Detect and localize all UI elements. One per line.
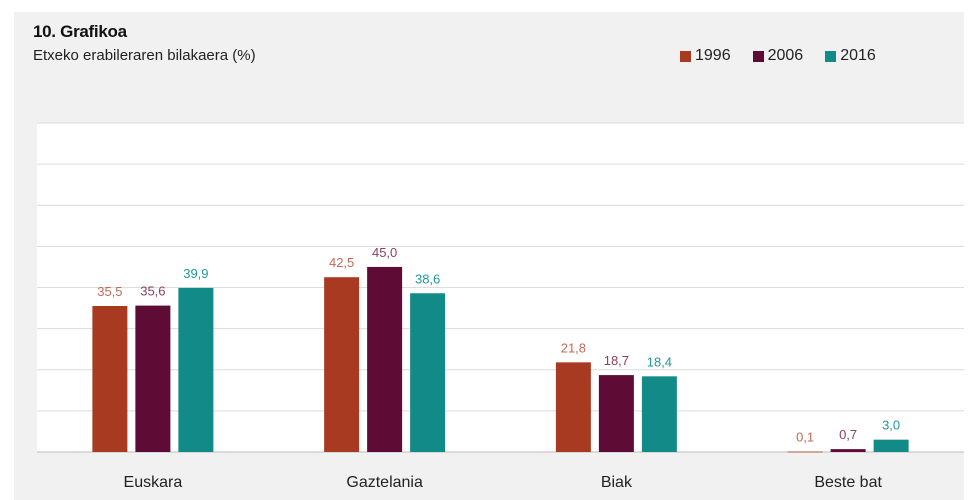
- data-label: 0,1: [796, 430, 814, 445]
- bar-2016-euskara: [178, 287, 214, 452]
- bar-1996-biak: [555, 362, 591, 452]
- legend-label-2006: 2006: [767, 47, 804, 64]
- legend-swatch-1996: [680, 50, 691, 62]
- bar-1996-gaztelania: [324, 277, 360, 452]
- data-label: 45,0: [372, 245, 397, 260]
- legend: 1996 2006 2016: [680, 46, 876, 66]
- data-label: 3,0: [882, 418, 900, 433]
- legend-item-2006: 2006: [752, 47, 804, 65]
- bar-2006-euskara: [135, 305, 171, 452]
- legend-swatch-2016: [825, 50, 837, 62]
- bar-1996-beste-bat: [787, 451, 823, 453]
- bar-2006-biak: [598, 375, 634, 452]
- chart-subtitle: Etxeko erabileraren bilakaera (%): [33, 47, 256, 64]
- data-label: 39,9: [183, 266, 208, 281]
- bar-2016-biak: [641, 376, 677, 452]
- data-label: 42,5: [329, 255, 354, 270]
- x-tick-label: Gaztelania: [346, 474, 423, 491]
- legend-item-2016: 2016: [825, 47, 876, 65]
- data-label: 38,6: [415, 271, 440, 286]
- bar-2006-gaztelania: [367, 266, 403, 452]
- chart-title: 10. Grafikoa: [33, 22, 127, 41]
- data-label: 35,5: [97, 284, 122, 299]
- bar-2016-beste-bat: [873, 439, 909, 452]
- legend-label-2016: 2016: [840, 47, 876, 64]
- data-label: 0,7: [839, 427, 857, 442]
- legend-item-1996: 1996: [680, 47, 731, 65]
- legend-label-1996: 1996: [695, 47, 731, 64]
- x-tick-label: Biak: [601, 474, 633, 491]
- x-tick-label: Euskara: [124, 474, 183, 491]
- data-label: 21,8: [561, 340, 586, 355]
- bar-2016-gaztelania: [410, 293, 446, 452]
- legend-swatch-2006: [752, 50, 764, 62]
- data-label: 18,4: [647, 354, 672, 369]
- data-label: 18,7: [604, 353, 629, 368]
- data-label: 35,6: [140, 284, 165, 299]
- bar-1996-euskara: [92, 306, 128, 452]
- x-tick-label: Beste bat: [814, 474, 882, 491]
- bar-2006-beste-bat: [830, 449, 866, 452]
